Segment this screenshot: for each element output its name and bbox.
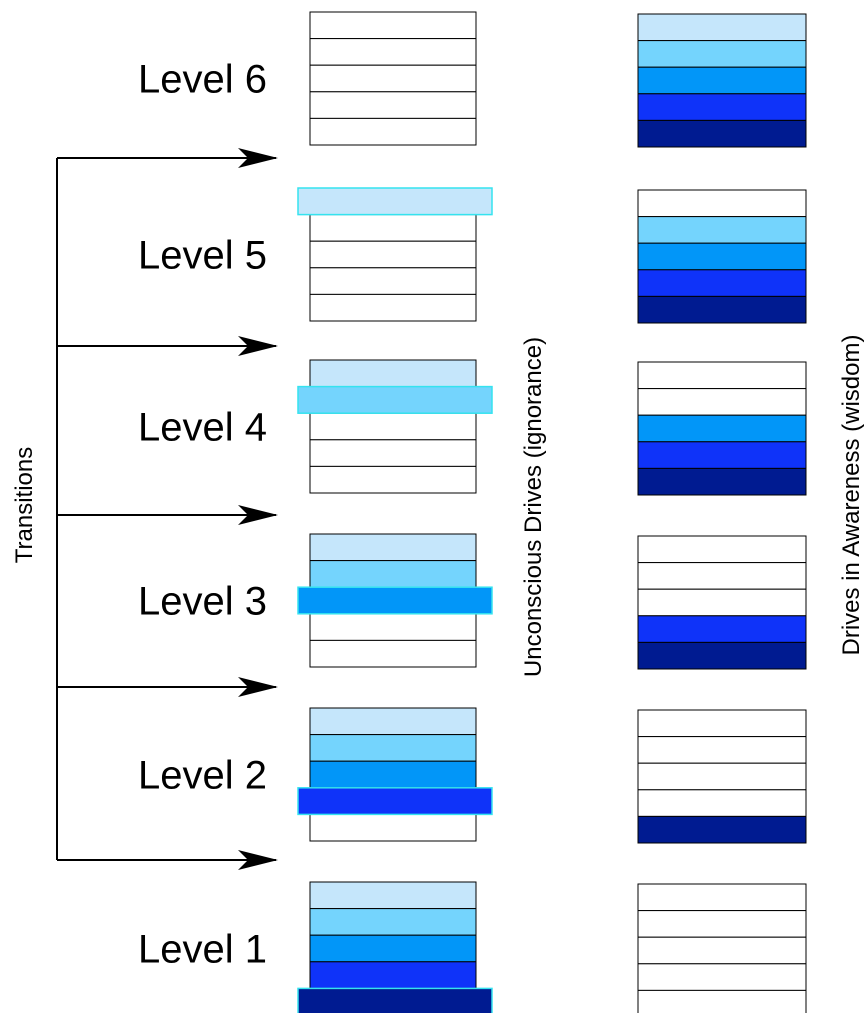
unconscious-stack-level-1 bbox=[297, 881, 493, 1013]
unconscious-cell bbox=[309, 908, 477, 936]
awareness-drives-label: Drives in Awareness (wisdom) bbox=[838, 335, 864, 656]
emerging-drive-bar bbox=[297, 385, 493, 414]
awareness-stack-level-6 bbox=[637, 13, 807, 148]
unconscious-cell bbox=[309, 881, 477, 910]
unconscious-drives-label: Unconscious Drives (ignorance) bbox=[520, 337, 547, 677]
emerging-drive-bar bbox=[297, 987, 493, 1013]
unconscious-stack-level-5 bbox=[297, 187, 493, 322]
level-label-4: Level 4 bbox=[138, 406, 267, 450]
level-label-2: Level 2 bbox=[138, 754, 267, 798]
awareness-cell bbox=[637, 615, 807, 643]
awareness-cell bbox=[637, 736, 807, 764]
unconscious-cell bbox=[309, 117, 477, 146]
emerging-drive-bar bbox=[297, 586, 493, 615]
unconscious-cell bbox=[309, 613, 477, 641]
unconscious-cell bbox=[309, 560, 477, 588]
awareness-cell bbox=[637, 467, 807, 496]
awareness-stack-level-5 bbox=[637, 189, 807, 324]
awareness-cell bbox=[637, 910, 807, 938]
unconscious-cell bbox=[309, 639, 477, 668]
unconscious-cell bbox=[309, 38, 477, 66]
emerging-drive-bar bbox=[297, 787, 493, 816]
unconscious-drive-stacks bbox=[297, 11, 493, 1013]
awareness-stack-level-4 bbox=[637, 361, 807, 496]
unconscious-stack-level-2 bbox=[297, 707, 493, 842]
unconscious-cell bbox=[309, 707, 477, 736]
unconscious-cell bbox=[309, 11, 477, 40]
awareness-cell bbox=[637, 119, 807, 148]
awareness-cell bbox=[637, 535, 807, 564]
awareness-cell bbox=[637, 789, 807, 817]
level-label-5: Level 5 bbox=[138, 234, 267, 278]
unconscious-cell bbox=[309, 267, 477, 295]
awareness-cell bbox=[637, 963, 807, 991]
awareness-cell bbox=[637, 414, 807, 443]
unconscious-stack-level-6 bbox=[309, 11, 477, 146]
awareness-cell bbox=[637, 66, 807, 95]
unconscious-cell bbox=[309, 734, 477, 762]
level-label-3: Level 3 bbox=[138, 580, 267, 624]
unconscious-cell bbox=[309, 934, 477, 963]
awareness-cell bbox=[637, 388, 807, 416]
unconscious-cell bbox=[309, 359, 477, 388]
awareness-cell bbox=[637, 216, 807, 244]
awareness-cell bbox=[637, 989, 807, 1013]
awareness-stack-level-2 bbox=[637, 709, 807, 844]
awareness-cell bbox=[637, 441, 807, 469]
awareness-drive-stacks bbox=[637, 13, 807, 1013]
awareness-cell bbox=[637, 361, 807, 390]
unconscious-cell bbox=[309, 214, 477, 242]
awareness-cell bbox=[637, 588, 807, 617]
unconscious-cell bbox=[309, 412, 477, 441]
unconscious-cell bbox=[309, 813, 477, 842]
unconscious-cell bbox=[309, 64, 477, 93]
awareness-cell bbox=[637, 269, 807, 297]
unconscious-cell bbox=[309, 439, 477, 467]
unconscious-stack-level-4 bbox=[297, 359, 493, 494]
awareness-cell bbox=[637, 641, 807, 670]
awareness-cell bbox=[637, 762, 807, 791]
level-label-6: Level 6 bbox=[138, 58, 267, 102]
level-labels: Level 6 Level 5 Level 4 Level 3 Level 2 Level… bbox=[138, 58, 267, 972]
awareness-cell bbox=[637, 562, 807, 590]
awareness-cell bbox=[637, 936, 807, 965]
unconscious-cell bbox=[309, 533, 477, 562]
unconscious-cell bbox=[309, 91, 477, 119]
unconscious-stack-level-3 bbox=[297, 533, 493, 668]
emerging-drive-bar bbox=[297, 187, 493, 216]
awareness-cell bbox=[637, 709, 807, 738]
transitions-label: Transitions bbox=[11, 447, 38, 563]
awareness-cell bbox=[637, 189, 807, 218]
awareness-cell bbox=[637, 93, 807, 121]
unconscious-cell bbox=[309, 293, 477, 322]
transition-arrows bbox=[57, 148, 278, 870]
awareness-cell bbox=[637, 242, 807, 271]
unconscious-cell bbox=[309, 465, 477, 494]
unconscious-cell bbox=[309, 760, 477, 789]
level-label-1: Level 1 bbox=[138, 928, 267, 972]
awareness-cell bbox=[637, 883, 807, 912]
awareness-cell bbox=[637, 815, 807, 844]
unconscious-cell bbox=[309, 961, 477, 989]
unconscious-cell bbox=[309, 240, 477, 269]
awareness-cell bbox=[637, 13, 807, 42]
awareness-stack-level-3 bbox=[637, 535, 807, 670]
awareness-cell bbox=[637, 295, 807, 324]
awareness-cell bbox=[637, 40, 807, 68]
awareness-stack-level-1 bbox=[637, 883, 807, 1013]
